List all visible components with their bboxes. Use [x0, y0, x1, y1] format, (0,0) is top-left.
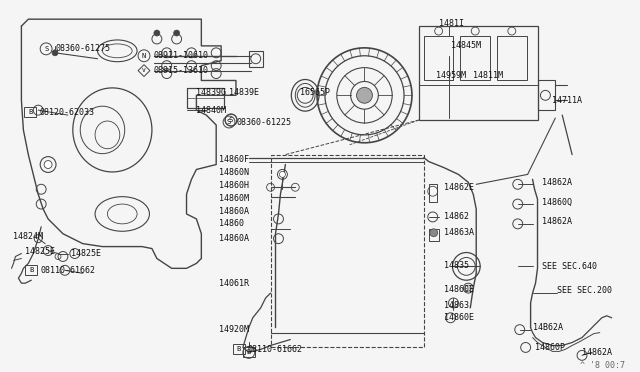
Text: 14860M: 14860M: [219, 194, 249, 203]
Text: 14860F: 14860F: [219, 155, 249, 164]
Text: 14862: 14862: [444, 212, 468, 221]
Text: 14839E: 14839E: [229, 88, 259, 97]
Circle shape: [280, 171, 285, 177]
Bar: [271, 155, 424, 347]
Bar: [429, 229, 438, 241]
Text: S: S: [227, 119, 231, 125]
Bar: [419, 26, 538, 120]
Text: 14862E: 14862E: [444, 183, 474, 192]
Text: 14811M: 14811M: [473, 71, 503, 80]
Text: 14862A: 14862A: [543, 178, 572, 187]
Text: 08911-10610: 08911-10610: [154, 51, 209, 60]
Bar: [249, 51, 262, 67]
Bar: [424, 36, 454, 80]
Text: N: N: [142, 53, 146, 59]
Text: 08120-62033: 08120-62033: [39, 108, 94, 117]
Text: B: B: [28, 109, 33, 115]
Bar: [497, 36, 527, 80]
Text: S: S: [229, 117, 233, 123]
Bar: [24, 107, 36, 117]
Text: 14860E: 14860E: [444, 313, 474, 322]
Text: 08110-61662: 08110-61662: [248, 345, 303, 354]
Text: V: V: [142, 68, 146, 73]
Circle shape: [173, 30, 180, 36]
Text: 08110-61662: 08110-61662: [40, 266, 95, 275]
Bar: [429, 184, 436, 202]
Circle shape: [52, 50, 58, 56]
Text: 08360-61275: 08360-61275: [55, 44, 110, 53]
Text: 14959M: 14959M: [436, 71, 466, 80]
Text: 14B62A: 14B62A: [532, 323, 563, 332]
Bar: [538, 80, 556, 110]
Text: 14860: 14860: [219, 219, 244, 228]
Text: 14845M: 14845M: [451, 41, 481, 50]
Text: 14863A: 14863A: [444, 228, 474, 237]
Text: 14863: 14863: [444, 301, 468, 310]
Text: B: B: [29, 267, 33, 273]
Text: 14860A: 14860A: [219, 208, 249, 217]
Text: 14061R: 14061R: [219, 279, 249, 288]
Text: 08360-61225: 08360-61225: [237, 118, 292, 126]
Text: ^ '8 00:7: ^ '8 00:7: [580, 361, 625, 370]
Bar: [233, 344, 245, 355]
Text: 14860P: 14860P: [534, 343, 564, 352]
Text: 14860A: 14860A: [219, 234, 249, 243]
Circle shape: [154, 30, 160, 36]
Text: B: B: [237, 346, 241, 352]
Text: 16565P: 16565P: [300, 88, 330, 97]
Text: 14860E: 14860E: [444, 285, 474, 294]
Bar: [243, 347, 255, 357]
Text: SEE SEC.200: SEE SEC.200: [557, 286, 612, 295]
Circle shape: [465, 285, 471, 291]
Text: S: S: [44, 46, 48, 52]
Text: 14920M: 14920M: [219, 325, 249, 334]
Text: 1481I: 1481I: [438, 19, 463, 28]
Text: 14860H: 14860H: [219, 181, 249, 190]
Circle shape: [356, 87, 372, 103]
Text: 14835: 14835: [444, 261, 468, 270]
Text: 14862A: 14862A: [582, 348, 612, 357]
Circle shape: [44, 161, 52, 169]
Text: 14860Q: 14860Q: [543, 198, 572, 206]
Text: 14862A: 14862A: [543, 217, 572, 227]
Bar: [186, 89, 224, 108]
Text: 08915-13610: 08915-13610: [154, 66, 209, 75]
Text: 14839G: 14839G: [196, 88, 227, 97]
Text: 14825E: 14825E: [71, 249, 101, 258]
Bar: [26, 265, 37, 275]
Bar: [460, 36, 490, 80]
Bar: [186, 89, 224, 108]
Text: B: B: [246, 349, 251, 355]
Text: SEE SEC.640: SEE SEC.640: [543, 262, 598, 271]
Text: 14825E: 14825E: [26, 247, 56, 256]
Text: 14840M: 14840M: [196, 106, 227, 115]
Circle shape: [429, 229, 438, 237]
Text: 14860N: 14860N: [219, 168, 249, 177]
Text: 14711A: 14711A: [552, 96, 582, 105]
Text: 14824M: 14824M: [13, 232, 44, 241]
